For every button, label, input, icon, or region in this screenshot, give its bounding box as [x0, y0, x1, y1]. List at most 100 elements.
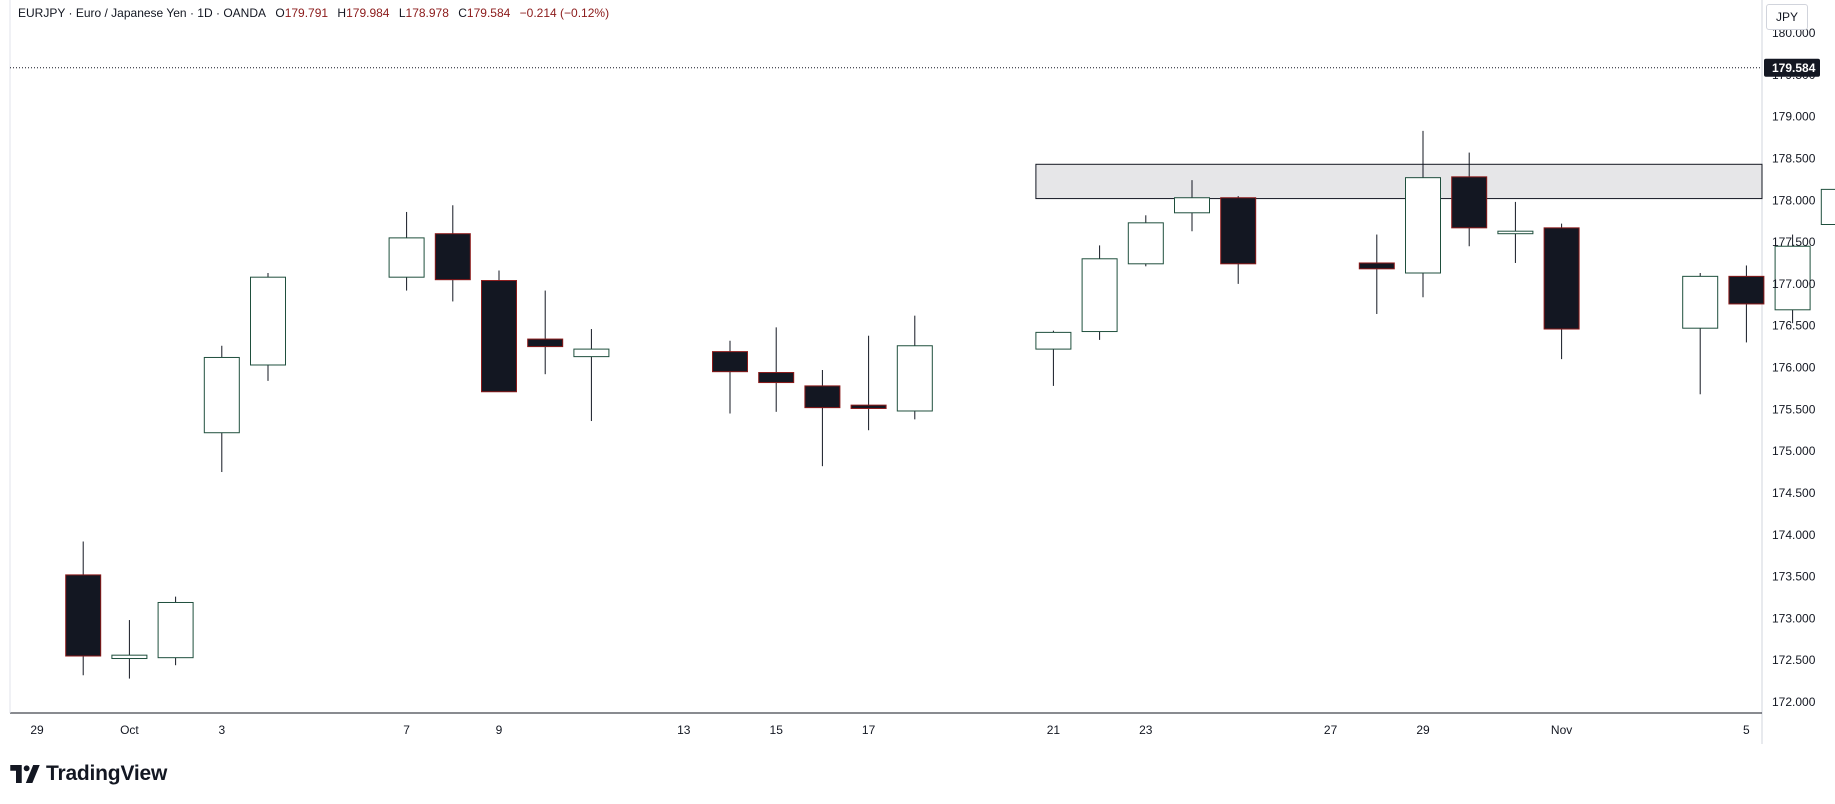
- candle-body-bear: [1358, 262, 1395, 270]
- legend-low-value: 178.978: [405, 6, 449, 20]
- candle-body-bull: [1035, 331, 1072, 350]
- x-tick-label: 29: [1416, 723, 1430, 737]
- candle[interactable]: [250, 273, 286, 381]
- candle-body-bull: [1820, 188, 1835, 226]
- candle-body-bull: [203, 356, 240, 434]
- candle-body-bull: [1774, 245, 1811, 311]
- tradingview-brand[interactable]: TradingView: [10, 761, 167, 787]
- x-tick-label: 5: [1743, 723, 1750, 737]
- candle-body-bear: [1728, 275, 1765, 305]
- y-tick-label: 179.000: [1772, 110, 1816, 124]
- y-tick-label: 177.500: [1772, 235, 1816, 249]
- y-tick-label: 178.500: [1772, 151, 1816, 165]
- y-tick-label: 175.000: [1772, 444, 1816, 458]
- candle-body-bear: [850, 404, 887, 409]
- candle[interactable]: [111, 620, 148, 679]
- legend-close-value: 179.584: [466, 6, 511, 20]
- candle[interactable]: [1405, 130, 1441, 298]
- candle[interactable]: [1451, 152, 1488, 247]
- candle[interactable]: [65, 541, 102, 676]
- x-tick-label: 21: [1047, 723, 1061, 737]
- candle[interactable]: [1127, 215, 1164, 267]
- x-tick-label: 3: [218, 723, 225, 737]
- x-tick-label: 15: [770, 723, 784, 737]
- candle[interactable]: [850, 335, 887, 431]
- candle[interactable]: [1774, 234, 1811, 324]
- candle-body-bull: [1127, 222, 1164, 265]
- candle[interactable]: [1497, 201, 1534, 263]
- y-tick-label: 178.000: [1772, 193, 1816, 207]
- candle-body-bear: [1543, 227, 1580, 330]
- candle[interactable]: [1820, 160, 1835, 255]
- legend-exchange: OANDA: [223, 6, 266, 20]
- candle[interactable]: [1174, 180, 1210, 232]
- candle-body-bear: [1220, 197, 1257, 265]
- x-tick-label: 13: [677, 723, 691, 737]
- candle-body-bull: [1405, 177, 1441, 274]
- candle[interactable]: [1728, 265, 1765, 343]
- tradingview-logo-icon: [10, 765, 40, 783]
- candle-body-bear: [758, 372, 795, 384]
- candle[interactable]: [804, 370, 841, 467]
- legend-high-value: 179.984: [346, 6, 390, 20]
- candle[interactable]: [1220, 196, 1257, 284]
- legend-change: −0.214: [519, 6, 557, 20]
- candle[interactable]: [758, 327, 795, 412]
- resistance-zone[interactable]: [1035, 163, 1763, 200]
- candle[interactable]: [203, 345, 240, 473]
- candle[interactable]: [481, 270, 517, 393]
- candle-body-bear: [434, 233, 471, 281]
- y-tick-label: 174.000: [1772, 528, 1816, 542]
- candle-body-bull: [1682, 275, 1719, 329]
- x-tick-label: 29: [30, 723, 44, 737]
- candle[interactable]: [573, 329, 610, 422]
- candle[interactable]: [896, 315, 933, 420]
- candle-body-bull: [388, 237, 425, 278]
- legend-symbol[interactable]: EURJPY: [18, 6, 66, 20]
- candle[interactable]: [434, 205, 471, 302]
- candle[interactable]: [1035, 330, 1072, 386]
- x-tick-label: 7: [403, 723, 410, 737]
- candle[interactable]: [712, 340, 748, 414]
- candle[interactable]: [1081, 245, 1118, 340]
- candle[interactable]: [1543, 223, 1580, 360]
- y-tick-label: 175.500: [1772, 402, 1816, 416]
- candle[interactable]: [1682, 273, 1719, 395]
- legend-high-label: H: [337, 6, 347, 20]
- candle[interactable]: [157, 596, 194, 666]
- candle[interactable]: [527, 290, 564, 375]
- last-price-label: 179.584: [1772, 61, 1816, 75]
- x-tick-label: Nov: [1551, 723, 1572, 737]
- y-tick-label: 177.000: [1772, 277, 1816, 291]
- candle-body-bull: [896, 345, 933, 412]
- last-price-badge: [1764, 58, 1820, 77]
- legend-separator: ·: [68, 6, 73, 20]
- candle-body-bull: [250, 276, 286, 366]
- x-tick-label: 27: [1324, 723, 1338, 737]
- x-tick-label: Oct: [120, 723, 139, 737]
- x-tick-label: 9: [496, 723, 503, 737]
- legend-name: Euro / Japanese Yen: [75, 6, 187, 20]
- candle-body-bear: [65, 574, 102, 657]
- candle[interactable]: [1358, 234, 1395, 314]
- candle-body-bear: [1451, 176, 1488, 229]
- legend-low-label: L: [398, 6, 406, 20]
- legend-interval[interactable]: 1D: [197, 6, 213, 20]
- x-tick-label: 23: [1139, 723, 1153, 737]
- y-tick-label: 176.000: [1772, 361, 1816, 375]
- candle[interactable]: [388, 211, 425, 291]
- y-tick-label: 172.000: [1772, 695, 1816, 709]
- y-tick-label: 174.500: [1772, 486, 1816, 500]
- candle-body-bull: [1081, 258, 1118, 333]
- legend-separator: ·: [215, 6, 220, 20]
- legend-change-pct: (−0.12%): [560, 6, 610, 20]
- candle-body-bear: [804, 385, 841, 409]
- candle-body-bull: [1174, 197, 1210, 214]
- y-tick-label: 172.500: [1772, 653, 1816, 667]
- legend-open-label: O: [275, 6, 285, 20]
- x-tick-label: 17: [862, 723, 876, 737]
- legend-close-label: C: [458, 6, 467, 20]
- currency-button[interactable]: JPY: [1766, 4, 1808, 30]
- candle-body-bull: [573, 348, 610, 358]
